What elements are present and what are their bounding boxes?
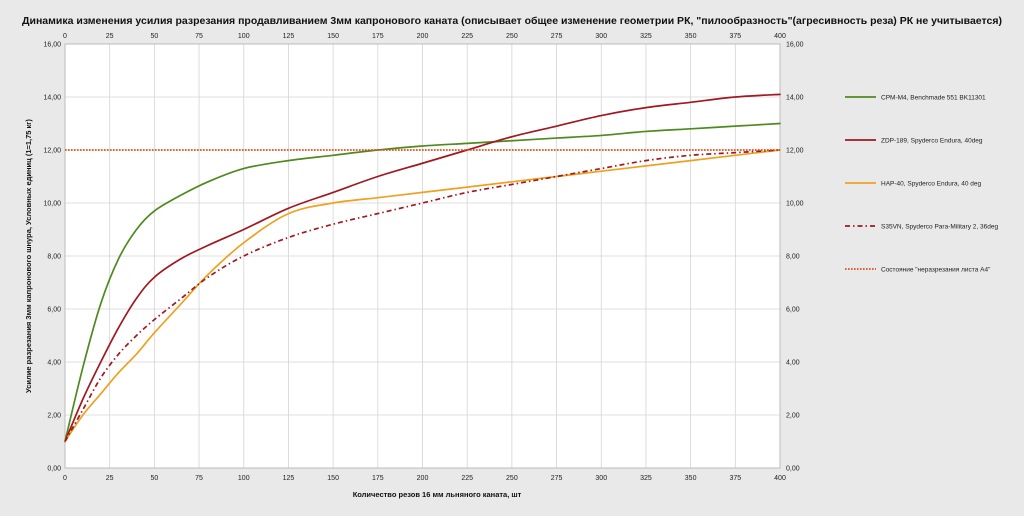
x-tick-label-top: 50 xyxy=(150,33,158,40)
y-tick-label: 2,00 xyxy=(47,413,61,420)
x-tick-label-top: 25 xyxy=(106,33,114,40)
y-tick-label-right: 16,00 xyxy=(786,42,804,49)
y-tick-label: 8,00 xyxy=(47,254,61,261)
x-tick-label-top: 400 xyxy=(774,33,786,40)
series-line xyxy=(64,93,781,443)
x-tick-label: 375 xyxy=(729,475,741,482)
x-tick-label-top: 175 xyxy=(372,33,384,40)
x-tick-label-top: 75 xyxy=(195,33,203,40)
x-tick-label-top: 325 xyxy=(640,33,652,40)
y-tick-label: 16,00 xyxy=(43,42,61,49)
y-tick-label-right: 12,00 xyxy=(786,148,804,155)
x-tick-label-top: 125 xyxy=(283,33,295,40)
x-tick-label: 25 xyxy=(106,475,114,482)
y-tick-label: 6,00 xyxy=(47,307,61,314)
y-tick-label-right: 4,00 xyxy=(786,360,800,367)
x-tick-label-top: 275 xyxy=(551,33,563,40)
y-axis-title: Усилие разрезания 3мм капронового шнура,… xyxy=(24,119,33,393)
y-tick-label: 14,00 xyxy=(43,95,61,102)
x-tick-label-top: 225 xyxy=(461,33,473,40)
x-tick-label: 0 xyxy=(63,475,67,482)
legend-label: ZDP-189, Spyderco Endura, 40deg xyxy=(881,137,983,144)
x-tick-label: 350 xyxy=(685,475,697,482)
plot-border xyxy=(64,43,781,469)
chart-title: Динамика изменения усилия разрезания про… xyxy=(22,15,1002,27)
x-tick-label: 400 xyxy=(774,475,786,482)
axes xyxy=(64,43,781,469)
y-tick-label-right: 0,00 xyxy=(786,466,800,473)
x-tick-label: 100 xyxy=(238,475,250,482)
x-tick-label-top: 100 xyxy=(238,33,250,40)
series-line xyxy=(64,149,781,442)
x-tick-label: 50 xyxy=(150,475,158,482)
y-tick-label-right: 10,00 xyxy=(786,201,804,208)
x-tick-label-top: 300 xyxy=(595,33,607,40)
x-tick-label-top: 200 xyxy=(417,33,429,40)
y-tick-label: 4,00 xyxy=(47,360,61,367)
x-tick-label: 75 xyxy=(195,475,203,482)
x-tick-label: 150 xyxy=(327,475,339,482)
y-tick-label: 12,00 xyxy=(43,148,61,155)
y-tick-label: 0,00 xyxy=(47,466,61,473)
x-tick-label: 300 xyxy=(595,475,607,482)
x-tick-label: 250 xyxy=(506,475,518,482)
x-axis-title: Количество резов 16 мм льняного каната, … xyxy=(353,490,522,499)
legend-label: CPM-M4, Benchmade 551 BK11301 xyxy=(881,94,986,101)
x-tick-label: 175 xyxy=(372,475,384,482)
legend-label: HAP-40, Spyderco Endura, 40 deg xyxy=(881,180,981,187)
series-line xyxy=(64,122,781,443)
y-tick-label: 10,00 xyxy=(43,201,61,208)
x-tick-label: 200 xyxy=(417,475,429,482)
x-tick-label-top: 150 xyxy=(327,33,339,40)
y-tick-label-right: 8,00 xyxy=(786,254,800,261)
legend-label: Состояние "неразрезания листа А4" xyxy=(881,266,991,273)
x-tick-label: 125 xyxy=(283,475,295,482)
y-tick-label-right: 14,00 xyxy=(786,95,804,102)
x-tick-label-top: 375 xyxy=(729,33,741,40)
tick-labels: 0 0 25 25 50 50 75 75 100 100 125 125 150 150 175 175 20… xyxy=(43,33,803,482)
y-tick-label-right: 2,00 xyxy=(786,413,800,420)
x-tick-label: 225 xyxy=(461,475,473,482)
x-tick-label: 275 xyxy=(551,475,563,482)
series-lines xyxy=(64,93,781,443)
x-tick-label-top: 0 xyxy=(63,33,67,40)
x-tick-label: 325 xyxy=(640,475,652,482)
x-tick-label-top: 250 xyxy=(506,33,518,40)
legend: CPM-M4, Benchmade 551 BK11301 ZDP-189, Sp… xyxy=(845,94,998,273)
x-tick-label-top: 350 xyxy=(685,33,697,40)
legend-label: S35VN, Spyderco Para-Military 2, 36deg xyxy=(881,223,998,230)
y-tick-label-right: 6,00 xyxy=(786,307,800,314)
series-line xyxy=(64,149,781,443)
